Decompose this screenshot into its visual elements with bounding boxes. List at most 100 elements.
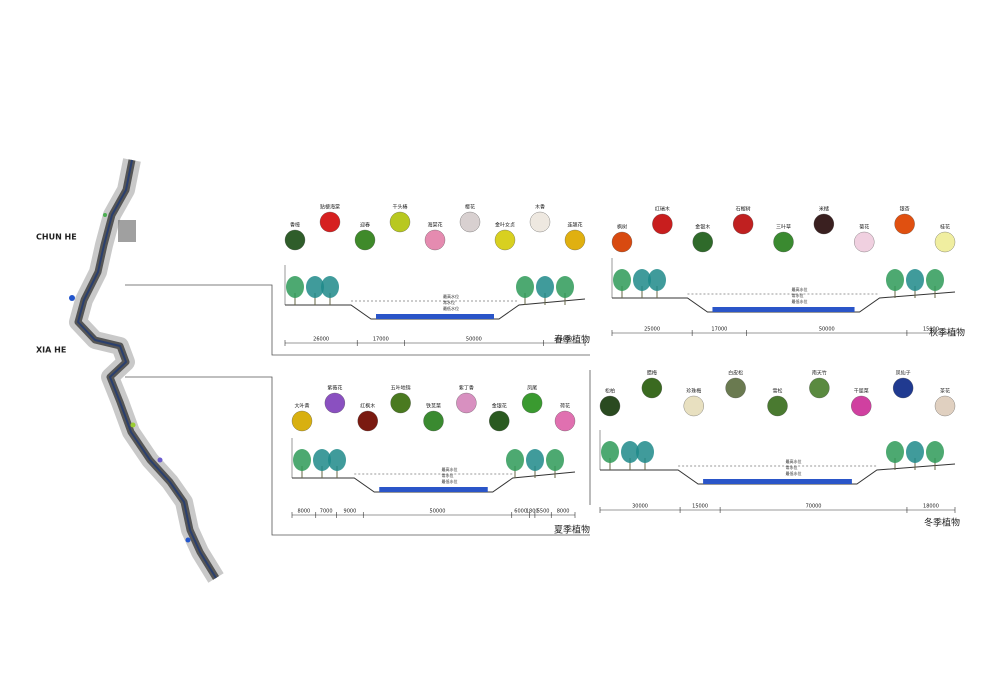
dimension-label: 17000 — [373, 337, 389, 343]
plant-label: 南天竹 — [812, 370, 827, 377]
plant-photo — [767, 395, 788, 417]
plant-photo — [683, 395, 704, 417]
dimension-label: 9000 — [344, 509, 357, 515]
plant-label: 茶花 — [940, 388, 950, 395]
plant-label: 樱花 — [465, 204, 475, 211]
plant-photo — [725, 377, 746, 399]
plant-photo — [851, 395, 872, 417]
dimension-label: 7000 — [320, 509, 333, 515]
plant-photo — [554, 410, 576, 432]
water — [712, 307, 855, 312]
plant-label: 海棠花 — [427, 222, 442, 229]
tree-crown — [906, 269, 924, 291]
tree-crown — [613, 269, 631, 291]
plant-photo — [652, 213, 673, 235]
plant-photo — [284, 229, 306, 251]
dimension-label: 15000 — [556, 337, 572, 343]
water-level-label: 最低水位 — [442, 478, 458, 484]
dimension-label: 70000 — [806, 504, 822, 510]
plant-label: 千头椿 — [392, 204, 407, 211]
plant-photo — [894, 213, 915, 235]
plant-photo — [319, 211, 341, 233]
plant-photo — [424, 229, 446, 251]
dimension-label: 15000 — [923, 327, 939, 333]
plant-label: 迎春 — [360, 222, 370, 229]
plant-label: 雪松 — [772, 388, 782, 395]
dimension-label: 30000 — [632, 504, 648, 510]
plant-label: 荷花 — [560, 403, 570, 410]
water-level-label: 最高水位 — [443, 293, 459, 299]
plant-photo — [456, 392, 477, 414]
tree-crown — [886, 441, 904, 463]
tree-crown — [313, 449, 331, 471]
water — [376, 314, 494, 319]
dimension-label: 18000 — [923, 504, 939, 510]
plant-label: 凤尾 — [527, 386, 537, 392]
tree-crown — [286, 276, 304, 298]
plant-label: 铁苋菜 — [426, 403, 441, 410]
tree-crown — [526, 449, 544, 471]
plant-photo — [809, 377, 830, 399]
plant-label: 五叶地锦 — [391, 385, 411, 392]
plant-photo — [934, 231, 956, 253]
tree-crown — [621, 441, 639, 463]
plant-label: 菊花 — [859, 224, 869, 231]
dimension-label: 50000 — [819, 327, 835, 333]
plant-photo — [641, 377, 663, 399]
tree-crown — [926, 269, 944, 291]
water — [379, 487, 488, 492]
dimension-label: 50000 — [430, 509, 446, 515]
tree-crown — [536, 276, 554, 298]
river-map — [69, 158, 224, 583]
tree-crown — [886, 269, 904, 291]
tree-crown — [906, 441, 924, 463]
dimension-label: 8000 — [298, 509, 311, 515]
plant-photo — [611, 231, 633, 253]
plant-label: 珍珠梅 — [686, 388, 701, 395]
tree-crown — [601, 441, 619, 463]
dimension-label: 15000 — [692, 504, 708, 510]
plant-photo — [732, 213, 754, 235]
tree-crown — [293, 449, 311, 471]
tree-crown — [516, 276, 534, 298]
plant-label: 金叶女贞 — [495, 222, 515, 229]
plant-label: 枫树 — [617, 224, 627, 231]
water — [703, 479, 852, 484]
plant-label: 白皮松 — [728, 370, 743, 377]
section-title: 春季植物 — [554, 334, 590, 346]
plant-photo — [773, 231, 794, 253]
plant-photo — [529, 211, 551, 233]
dimension-label: 1800 — [526, 509, 539, 515]
tree-crown — [633, 269, 651, 291]
plant-label: 贴梗海棠 — [320, 204, 340, 211]
river-label: CHUN HE — [36, 233, 77, 242]
plant-photo — [564, 229, 586, 251]
plant-photo — [892, 377, 914, 399]
water-level-label: 最低水位 — [786, 470, 802, 476]
plant-photo — [354, 229, 376, 251]
dimension-label: 8000 — [557, 509, 570, 515]
plant-label: 木香 — [535, 204, 545, 211]
plant-photo — [599, 395, 621, 417]
plant-label: 凤仙子 — [896, 370, 911, 377]
plant-label: 红枫木 — [360, 403, 375, 410]
tree-crown — [926, 441, 944, 463]
plant-photo — [813, 213, 835, 235]
plant-photo — [390, 392, 411, 414]
plant-photo — [423, 410, 444, 432]
plant-label: 千屈菜 — [854, 388, 869, 395]
water-level-label: 最高水位 — [442, 466, 458, 472]
plant-label: 香樟 — [290, 222, 300, 229]
plant-label: 连翘花 — [567, 222, 582, 229]
tree-crown — [636, 441, 654, 463]
dimension-label: 6000 — [514, 509, 527, 515]
plant-photo — [692, 231, 713, 253]
plant-label: 银杏 — [900, 206, 910, 213]
tree-crown — [306, 276, 324, 298]
plant-label: 红瑞木 — [655, 206, 670, 213]
connector-lines — [125, 284, 591, 536]
